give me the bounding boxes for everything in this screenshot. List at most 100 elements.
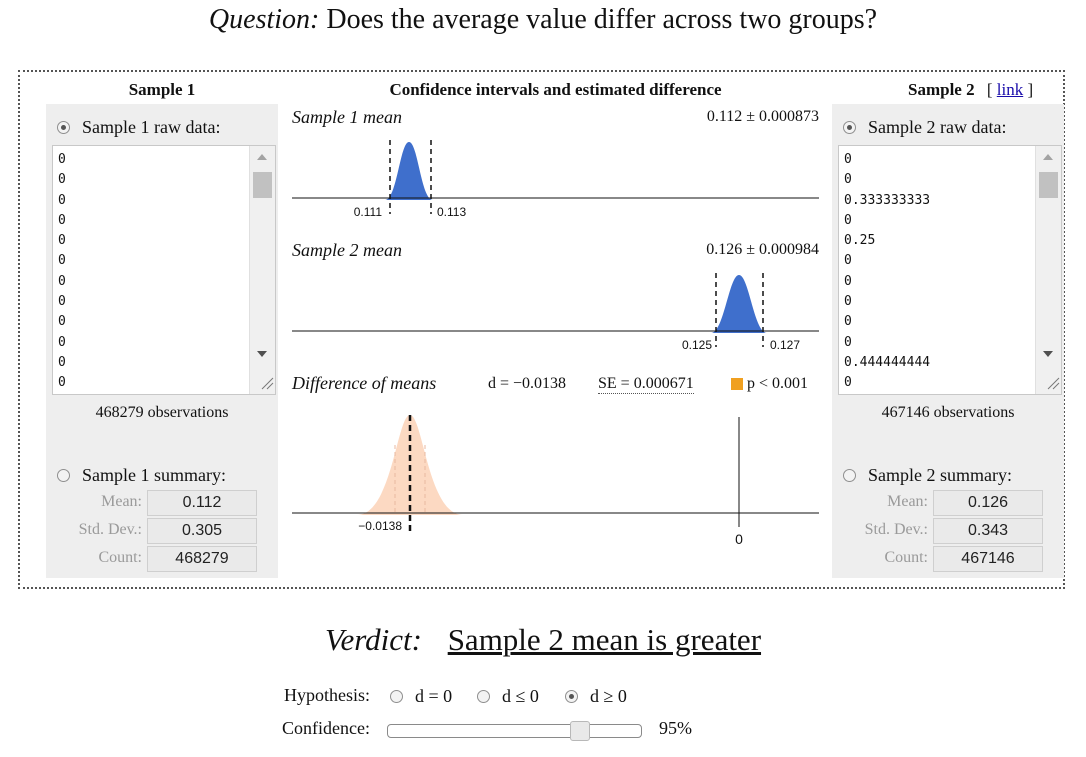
hypothesis-ge-label: d ≥ 0 xyxy=(590,686,627,706)
sample1-summary-option[interactable]: Sample 1 summary: xyxy=(57,465,226,486)
raw-data-line: 0 xyxy=(58,253,66,269)
question-heading: Question: Does the average value differ … xyxy=(0,4,1086,36)
sample2-count-field[interactable]: 467146 xyxy=(933,546,1043,572)
scroll-up-icon[interactable] xyxy=(257,154,267,160)
sample1-summary-label: Sample 1 summary: xyxy=(82,465,226,485)
scroll-thumb[interactable] xyxy=(253,172,272,198)
confidence-slider[interactable] xyxy=(387,721,642,741)
sample2-mean-chart xyxy=(292,273,819,347)
raw-data-line: 0.444444444 xyxy=(844,354,931,370)
raw-data-line: 0 xyxy=(58,314,66,330)
raw-data-line: 0 xyxy=(58,233,66,249)
hypothesis-option-eq[interactable]: d = 0 xyxy=(390,686,452,707)
resize-handle-icon[interactable] xyxy=(1046,376,1060,390)
sample2-count-label: Count: xyxy=(884,549,928,566)
difference-se-value[interactable]: SE = 0.000671 xyxy=(598,375,694,394)
p-value-marker-icon xyxy=(731,378,743,390)
sample2-ci-lower-label: 0.125 xyxy=(681,338,712,352)
raw-data-line: 0 xyxy=(844,172,852,188)
resize-handle-icon[interactable] xyxy=(260,376,274,390)
raw-data-line: 0.333333333 xyxy=(844,192,931,208)
sample1-count-field[interactable]: 468279 xyxy=(147,546,257,572)
question-prefix: Question: xyxy=(208,4,320,35)
hypothesis-le-label: d ≤ 0 xyxy=(502,686,539,706)
raw-data-line: 0 xyxy=(58,172,66,188)
sample1-mean-chart-label: Sample 1 mean xyxy=(292,107,402,127)
sample2-summary-option[interactable]: Sample 2 summary: xyxy=(843,465,1012,486)
hypothesis-le-radio[interactable] xyxy=(477,690,490,703)
sample2-link[interactable]: link xyxy=(996,80,1024,99)
raw-data-line: 0 xyxy=(844,314,852,330)
raw-data-line: 0 xyxy=(844,273,852,289)
confidence-value: 95% xyxy=(659,718,692,738)
difference-estimate-label: −0.0138 xyxy=(358,519,402,533)
zero-tick-label: 0 xyxy=(735,531,743,547)
sample1-raw-lines: 0 0 0 0 0 0 0 0 0 0 0 0 xyxy=(58,150,275,394)
raw-data-line: 0 xyxy=(844,253,852,269)
hypothesis-option-ge[interactable]: d ≥ 0 xyxy=(565,686,627,707)
raw-data-line: 0 xyxy=(58,192,66,208)
sample1-raw-option[interactable]: Sample 1 raw data: xyxy=(57,117,220,138)
sample2-mean-field[interactable]: 0.126 xyxy=(933,490,1043,516)
sample2-link-bracket-open: [ xyxy=(986,80,993,99)
raw-data-line: 0 xyxy=(844,334,852,350)
raw-data-line: 0 xyxy=(58,354,66,370)
center-title: Confidence intervals and estimated diffe… xyxy=(389,80,722,99)
confidence-slider-thumb[interactable] xyxy=(570,721,590,741)
sample2-raw-option[interactable]: Sample 2 raw data: xyxy=(843,117,1006,138)
sample1-scrollbar[interactable] xyxy=(249,146,275,394)
scroll-up-icon[interactable] xyxy=(1043,154,1053,160)
analysis-frame xyxy=(18,70,1065,589)
sample2-summary-radio[interactable] xyxy=(843,469,856,482)
sample2-title-row: Sample 2 [ link ] xyxy=(908,80,1033,100)
hypothesis-ge-radio[interactable] xyxy=(565,690,578,703)
raw-data-line: 0 xyxy=(58,273,66,289)
sample1-observations: 468279 observations xyxy=(95,404,229,421)
hypothesis-label: Hypothesis: xyxy=(283,685,370,705)
difference-chart-label: Difference of means xyxy=(292,373,437,393)
sample2-scrollbar[interactable] xyxy=(1035,146,1061,394)
sample2-mean-ci-value: 0.126 ± 0.000984 xyxy=(706,241,819,258)
sample2-mean-label: Mean: xyxy=(887,493,928,510)
confidence-label: Confidence: xyxy=(282,718,370,738)
sample2-raw-radio[interactable] xyxy=(843,121,856,134)
sample2-link-bracket-close: ] xyxy=(1027,80,1034,99)
verdict-text: Sample 2 mean is greater xyxy=(447,622,762,657)
sample2-title: Sample 2 xyxy=(908,80,975,99)
sample2-mean-chart-label: Sample 2 mean xyxy=(292,240,402,260)
scroll-down-icon[interactable] xyxy=(1043,351,1053,357)
hypothesis-eq-label: d = 0 xyxy=(415,686,453,706)
verdict-prefix: Verdict: xyxy=(324,622,422,657)
sample2-ci-upper-label: 0.127 xyxy=(770,338,801,352)
sample1-mean-density xyxy=(385,142,433,200)
question-text: Does the average value differ across two… xyxy=(326,4,878,35)
raw-data-line: 0 xyxy=(58,152,66,167)
raw-data-line: 0 xyxy=(844,294,852,310)
sample2-raw-label: Sample 2 raw data: xyxy=(868,117,1007,137)
sample2-observations: 467146 observations xyxy=(881,404,1015,421)
hypothesis-option-le[interactable]: d ≤ 0 xyxy=(477,686,539,707)
difference-p-value: p < 0.001 xyxy=(747,375,809,392)
sample1-raw-textarea[interactable]: 0 0 0 0 0 0 0 0 0 0 0 0 xyxy=(52,145,276,395)
sample2-raw-textarea[interactable]: 0 0 0.333333333 0 0.25 0 0 0 0 0 0.444444444 0 xyxy=(838,145,1062,395)
sample2-sd-label: Std. Dev.: xyxy=(864,521,928,538)
sample1-count-label: Count: xyxy=(98,549,142,566)
sample1-mean-label: Mean: xyxy=(101,493,142,510)
sample1-sd-field[interactable]: 0.305 xyxy=(147,518,257,544)
scroll-down-icon[interactable] xyxy=(257,351,267,357)
scroll-thumb[interactable] xyxy=(1039,172,1058,198)
sample2-sd-field[interactable]: 0.343 xyxy=(933,518,1043,544)
raw-data-line: 0 xyxy=(58,375,66,391)
sample1-mean-chart xyxy=(292,140,819,214)
verdict: Verdict: Sample 2 mean is greater xyxy=(0,622,1086,658)
sample1-summary-radio[interactable] xyxy=(57,469,70,482)
sample1-raw-radio[interactable] xyxy=(57,121,70,134)
sample1-mean-field[interactable]: 0.112 xyxy=(147,490,257,516)
hypothesis-eq-radio[interactable] xyxy=(390,690,403,703)
sample1-sd-label: Std. Dev.: xyxy=(78,521,142,538)
raw-data-line: 0 xyxy=(58,294,66,310)
difference-d-value: d = −0.0138 xyxy=(488,375,567,392)
sample1-ci-lower-label: 0.111 xyxy=(353,205,382,219)
raw-data-line: 0 xyxy=(844,375,852,391)
sample1-mean-ci-value: 0.112 ± 0.000873 xyxy=(706,108,819,125)
